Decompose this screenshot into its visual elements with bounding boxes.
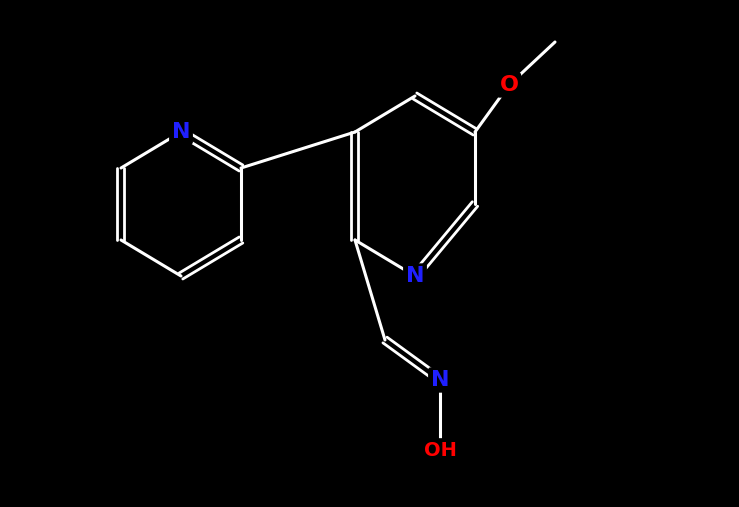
Text: OH: OH <box>423 441 457 459</box>
Text: O: O <box>500 75 519 95</box>
Text: N: N <box>431 370 449 390</box>
Text: N: N <box>406 266 424 286</box>
Text: N: N <box>171 122 190 142</box>
